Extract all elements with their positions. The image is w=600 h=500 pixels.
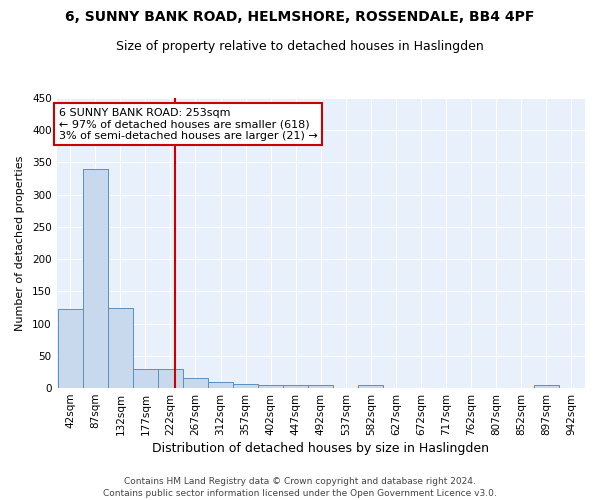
Bar [83,169,108,388]
Bar [158,370,183,388]
Bar [208,382,233,388]
Text: Size of property relative to detached houses in Haslingden: Size of property relative to detached ho… [116,40,484,53]
Bar [258,386,283,388]
X-axis label: Distribution of detached houses by size in Haslingden: Distribution of detached houses by size … [152,442,489,455]
Bar [58,309,83,388]
Bar [133,370,158,388]
Bar [283,386,308,388]
Bar [233,384,258,388]
Bar [534,386,559,388]
Text: 6 SUNNY BANK ROAD: 253sqm
← 97% of detached houses are smaller (618)
3% of semi-: 6 SUNNY BANK ROAD: 253sqm ← 97% of detac… [59,108,317,141]
Bar [183,378,208,388]
Text: Contains HM Land Registry data © Crown copyright and database right 2024.
Contai: Contains HM Land Registry data © Crown c… [103,476,497,498]
Y-axis label: Number of detached properties: Number of detached properties [15,156,25,330]
Bar [108,308,133,388]
Bar [308,386,334,388]
Text: 6, SUNNY BANK ROAD, HELMSHORE, ROSSENDALE, BB4 4PF: 6, SUNNY BANK ROAD, HELMSHORE, ROSSENDAL… [65,10,535,24]
Bar [358,385,383,388]
